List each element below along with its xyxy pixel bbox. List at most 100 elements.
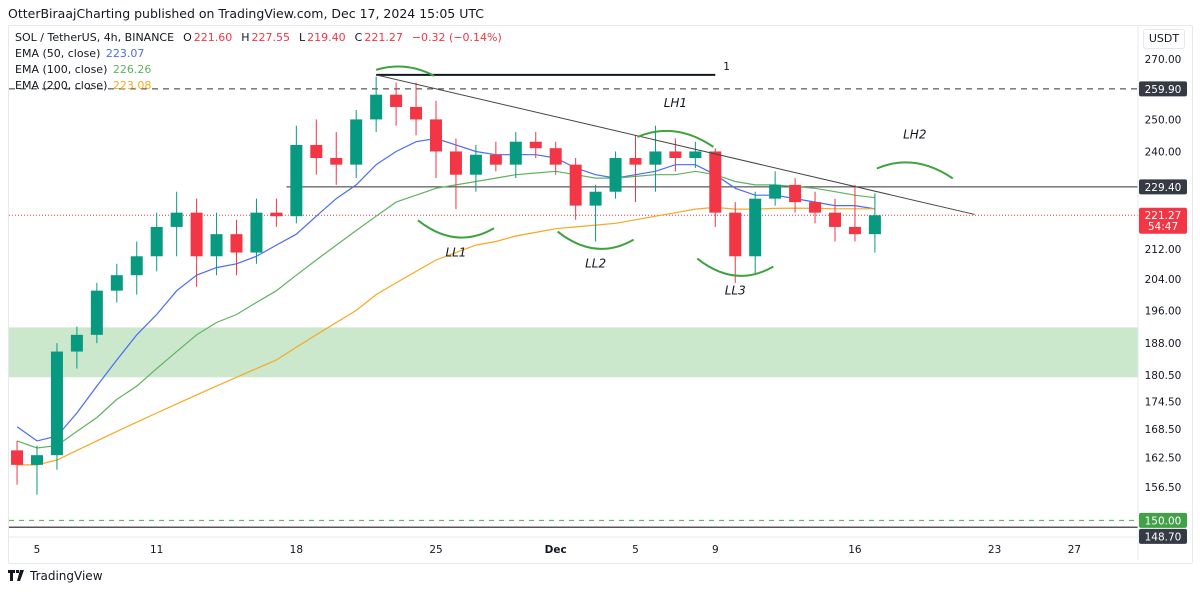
price-tick-label: 156.50: [1145, 482, 1182, 494]
close-label: C: [354, 31, 363, 44]
currency-button[interactable]: USDT: [1143, 29, 1185, 49]
arc-lh1: [637, 129, 714, 148]
ema-line-ema200: [17, 206, 875, 466]
candle: [549, 141, 562, 175]
candle-body: [809, 202, 822, 213]
price-tag-label: 148.70: [1145, 531, 1182, 543]
tradingview-brand: TradingView: [8, 569, 103, 583]
candle: [769, 171, 782, 206]
price-tick-label: 196.00: [1145, 305, 1182, 317]
annotation-lh1: LH1: [664, 96, 687, 110]
candle: [190, 198, 203, 287]
annotation-ll1: LL1: [445, 245, 466, 259]
arc-ll3: [696, 257, 774, 277]
candle: [749, 191, 762, 276]
candle: [868, 193, 881, 253]
candle: [370, 76, 383, 133]
candle: [250, 198, 263, 264]
candle: [230, 219, 243, 276]
time-tick-label: 23: [988, 544, 1001, 556]
candle-body: [829, 212, 841, 227]
candle-body: [250, 212, 263, 253]
price-tag-150-00: 150.00: [1139, 512, 1187, 528]
price-tick-label: 174.50: [1145, 397, 1182, 409]
price-tag-label: 221.27: [1145, 210, 1182, 222]
candle-body: [509, 141, 522, 165]
candle-body: [749, 198, 762, 257]
price-tick-label: 162.50: [1145, 453, 1182, 465]
high-value: 227.55: [251, 31, 291, 44]
candle: [330, 132, 343, 185]
ema-line-ema100: [16, 170, 875, 449]
ema100-legend[interactable]: EMA (100, close) 226.26: [15, 62, 504, 78]
chart-frame: [8, 25, 1193, 564]
publisher-caption: OtterBiraajCharting published on Trading…: [8, 6, 484, 21]
candle: [11, 440, 24, 485]
candle: [609, 151, 622, 199]
price-tag-bg: [1139, 512, 1187, 528]
arc-ll1: [417, 219, 495, 239]
candle: [689, 141, 702, 168]
candle-body: [430, 119, 442, 152]
candle: [90, 282, 103, 344]
price-tag-229-40: 229.40: [1139, 179, 1187, 195]
candle: [589, 184, 602, 242]
candle-body: [489, 154, 502, 165]
time-tick-label: 5: [632, 544, 639, 556]
descending-trendline: [376, 74, 975, 215]
candle-body: [649, 151, 662, 165]
candle-body: [230, 234, 243, 253]
candle: [469, 144, 482, 192]
price-tag-label: 259.90: [1145, 84, 1182, 96]
candle: [449, 138, 462, 210]
candle: [848, 184, 861, 242]
arc-lh2: [876, 161, 954, 180]
candle-body: [449, 151, 462, 175]
price-tick-label: 240.00: [1145, 146, 1182, 158]
open-label: O: [183, 31, 192, 44]
candle: [569, 158, 582, 220]
time-tick-label: 27: [1068, 544, 1081, 556]
candle: [729, 202, 742, 283]
time-tick-label: 9: [712, 544, 719, 556]
top-line-label: 1: [723, 61, 730, 73]
ema200-legend[interactable]: EMA (200, close) 223.08: [15, 78, 504, 94]
ema100-label: EMA (100, close): [15, 63, 108, 76]
price-tick-label: 250.00: [1145, 114, 1182, 126]
price-tick-label: 180.50: [1145, 370, 1182, 382]
chart-legend: SOL / TetherUS, 4h, BINANCE O 221.60 H 227…: [15, 30, 504, 94]
candle-body: [50, 351, 63, 456]
candle-body: [669, 151, 682, 159]
symbol-title[interactable]: SOL / TetherUS, 4h, BINANCE: [15, 31, 175, 44]
ema50-legend[interactable]: EMA (50, close) 223.07: [15, 46, 504, 62]
candle-body: [31, 455, 43, 465]
candle: [390, 82, 403, 126]
candle: [210, 212, 223, 276]
brand-name: TradingView: [30, 569, 103, 583]
candle: [829, 198, 841, 242]
candle-body: [589, 191, 602, 206]
annotation-lh2: LH2: [903, 127, 926, 141]
candle-body: [370, 94, 383, 120]
candle-body: [110, 275, 123, 291]
candle: [649, 125, 662, 192]
ema100-value: 226.26: [112, 63, 152, 76]
candle-body: [868, 215, 881, 235]
candle: [809, 191, 822, 224]
candle: [50, 343, 63, 470]
price-tag-259-90: 259.90: [1139, 81, 1187, 97]
candle: [669, 138, 682, 172]
candle: [150, 212, 163, 272]
candle: [489, 141, 502, 172]
candle: [130, 241, 143, 295]
symbol-legend: SOL / TetherUS, 4h, BINANCE O 221.60 H 227…: [15, 30, 504, 46]
candle: [170, 191, 183, 257]
candle-body: [310, 144, 323, 159]
candle-body: [350, 119, 363, 165]
candle: [529, 132, 542, 159]
candle-body: [150, 226, 163, 257]
change-value: −0.32 (−0.14%): [411, 31, 502, 44]
price-tick-label: 204.00: [1145, 274, 1182, 286]
